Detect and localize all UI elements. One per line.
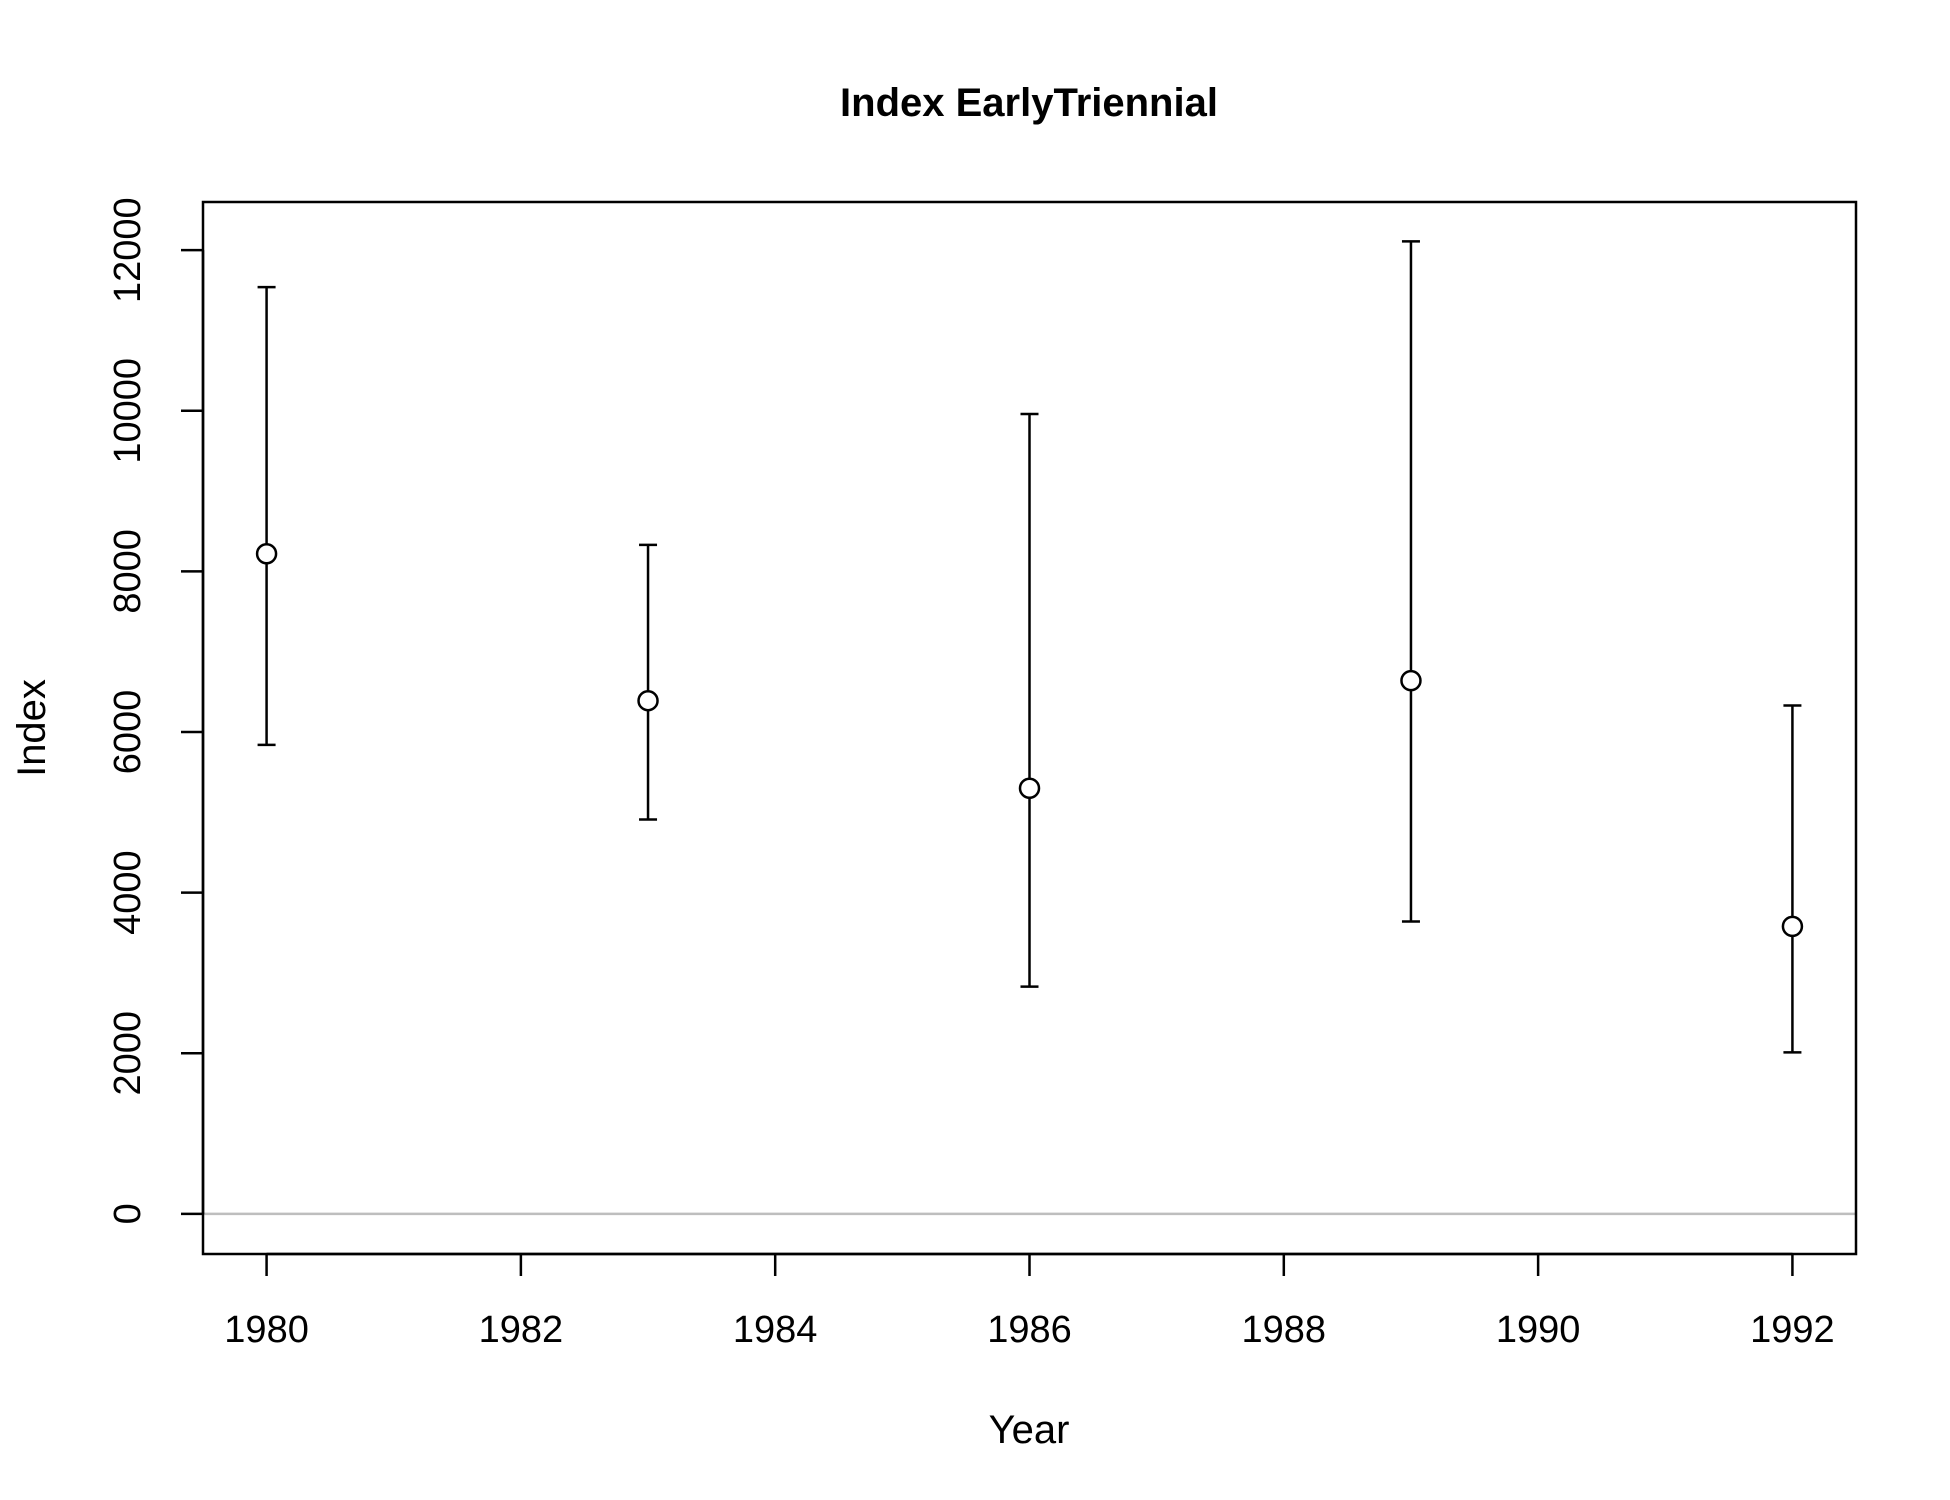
x-tick-label-1984: 1984 bbox=[733, 1309, 818, 1351]
plot-area: 1980 1982 1984 1986 1988 1990 1992 0 2000 4000 600… bbox=[107, 197, 1858, 1351]
y-tick-label-12000: 12000 bbox=[107, 197, 149, 303]
data-point-1983 bbox=[637, 689, 659, 712]
x-tick-label-1988: 1988 bbox=[1242, 1309, 1327, 1351]
x-axis-title: Year bbox=[989, 1408, 1070, 1452]
x-tick-label-1980: 1980 bbox=[224, 1309, 309, 1351]
y-tick-label-0: 0 bbox=[107, 1203, 149, 1224]
y-tick-label-10000: 10000 bbox=[107, 358, 149, 464]
y-tick-label-6000: 6000 bbox=[107, 690, 149, 775]
x-tick-label-1990: 1990 bbox=[1496, 1309, 1581, 1351]
chart-title: Index EarlyTriennial bbox=[840, 81, 1218, 125]
data-point-1989 bbox=[1400, 669, 1422, 692]
data-point-1986 bbox=[1018, 777, 1041, 799]
x-tick-label-1992: 1992 bbox=[1750, 1309, 1835, 1351]
y-tick-label-2000: 2000 bbox=[107, 1011, 149, 1096]
y-axis-title: Index bbox=[10, 679, 54, 777]
y-tick-label-8000: 8000 bbox=[107, 529, 149, 614]
x-tick-label-1982: 1982 bbox=[479, 1309, 564, 1351]
x-tick-label-1986: 1986 bbox=[987, 1309, 1072, 1351]
y-tick-label-4000: 4000 bbox=[107, 850, 149, 935]
data-point-1992 bbox=[1781, 915, 1804, 938]
data-point-1980 bbox=[255, 542, 278, 565]
